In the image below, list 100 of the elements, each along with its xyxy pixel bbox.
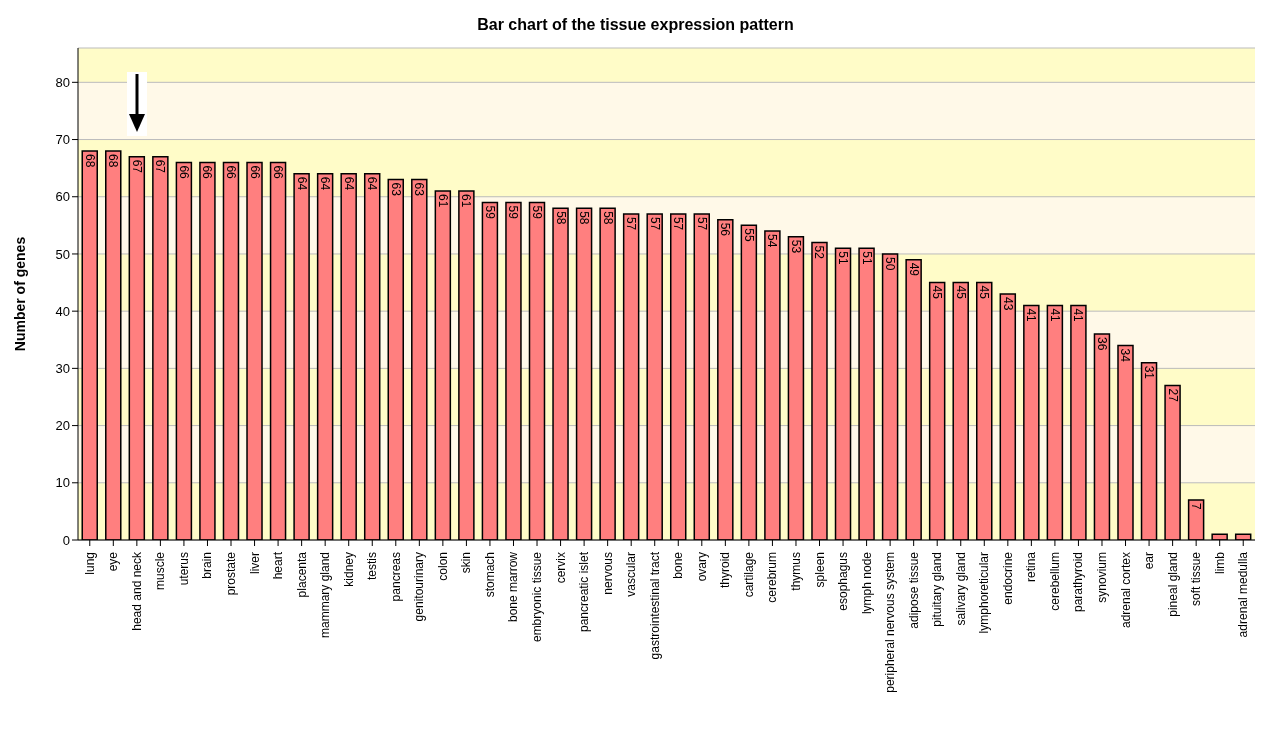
x-tick-label: eye: [106, 551, 121, 572]
data-label: 66: [247, 165, 262, 180]
data-label: 58: [577, 211, 592, 225]
x-tick-label: cerebrum: [765, 552, 780, 603]
data-label: 41: [1024, 308, 1039, 323]
x-tick-label: soft tissue: [1189, 551, 1204, 607]
data-label: 45: [953, 285, 968, 300]
y-tick-label: 70: [55, 132, 70, 148]
x-tick-label: retina: [1024, 551, 1039, 583]
x-tick-label: genitourinary: [412, 552, 427, 622]
data-label: 61: [459, 194, 474, 208]
data-label: 68: [106, 153, 121, 168]
data-label: 54: [765, 234, 780, 248]
data-label: 63: [412, 182, 427, 197]
data-label: 59: [506, 205, 521, 220]
x-tick-label: peripheral nervous system: [883, 552, 898, 693]
data-label: 51: [836, 251, 851, 265]
y-tick-label: 0: [62, 532, 70, 548]
x-tick-label: pancreatic islet: [577, 551, 592, 633]
x-tick-label: adrenal cortex: [1118, 552, 1133, 629]
x-tick-label: pancreas: [388, 552, 403, 602]
data-label: 66: [223, 165, 238, 180]
data-label: 49: [906, 262, 921, 277]
x-tick-label: salivary gland: [953, 552, 968, 626]
x-tick-label: bone marrow: [506, 551, 521, 623]
x-tick-label: limb: [1212, 551, 1227, 575]
x-tick-label: pituitary gland: [930, 552, 945, 627]
y-axis-title: Number of genes: [12, 236, 28, 352]
data-label: 68: [82, 153, 97, 168]
x-tick-label: thymus: [788, 552, 803, 591]
data-label: 67: [129, 159, 144, 174]
y-tick-label: 10: [55, 475, 70, 491]
data-label: 66: [176, 165, 191, 180]
data-label: 57: [647, 216, 662, 231]
data-label: 41: [1047, 308, 1062, 323]
x-tick-label: stomach: [482, 552, 497, 598]
data-label: 50: [883, 256, 898, 271]
x-tick-label: lung: [82, 552, 97, 575]
x-tick-label: nervous: [600, 552, 615, 595]
x-tick-label: pineal gland: [1165, 552, 1180, 617]
data-label: 36: [1094, 337, 1109, 351]
y-tick-label: 50: [55, 246, 70, 262]
data-label: 64: [318, 176, 333, 191]
y-tick-label: 40: [55, 303, 70, 319]
data-label: 53: [788, 239, 803, 254]
x-tick-label: adrenal medulla: [1236, 551, 1251, 638]
data-label: 43: [1000, 297, 1015, 311]
x-tick-label: parathyroid: [1071, 552, 1086, 613]
data-label: 58: [600, 211, 615, 225]
data-label: 64: [294, 176, 309, 191]
x-tick-label: head and neck: [129, 551, 144, 631]
x-tick-label: thyroid: [718, 552, 733, 589]
data-label: 31: [1142, 365, 1157, 380]
data-label: 41: [1071, 308, 1086, 323]
x-tick-label: ear: [1142, 552, 1157, 570]
x-tick-label: adipose tissue: [906, 551, 921, 629]
data-label: 64: [341, 176, 356, 191]
y-tick-label: 20: [55, 418, 70, 434]
x-tick-label: vascular: [624, 552, 639, 597]
x-tick-label: colon: [435, 552, 450, 581]
data-label: 59: [530, 205, 544, 220]
data-label: 45: [930, 285, 945, 300]
data-label: 67: [153, 159, 168, 174]
data-label: 56: [718, 222, 733, 237]
x-tick-label: esophagus: [836, 552, 851, 611]
data-label: 27: [1165, 388, 1180, 403]
data-label: 51: [859, 251, 874, 265]
x-tick-label: endocrine: [1000, 551, 1015, 605]
data-label: 59: [482, 205, 497, 220]
data-label: 52: [812, 245, 827, 260]
x-tick-label: muscle: [153, 551, 168, 591]
data-label: 7: [1189, 502, 1204, 510]
y-tick-label: 80: [55, 74, 70, 90]
data-label: 57: [694, 216, 709, 231]
x-tick-label: cartilage: [741, 551, 756, 598]
x-tick-label: liver: [247, 552, 262, 575]
x-tick-label: heart: [271, 551, 286, 580]
x-tick-label: kidney: [341, 552, 356, 587]
data-label: 57: [671, 216, 686, 231]
x-tick-label: mammary gland: [318, 552, 333, 639]
x-tick-label: lymphoreticular: [977, 552, 992, 634]
x-tick-label: bone: [671, 551, 686, 579]
x-tick-label: skin: [459, 552, 474, 574]
y-tick-label: 60: [55, 189, 70, 205]
x-tick-label: placenta: [294, 551, 309, 598]
x-tick-label: embryonic tissue: [530, 551, 545, 643]
x-tick-label: prostate: [224, 551, 239, 596]
y-tick-label: 30: [55, 360, 70, 376]
data-label: 61: [435, 194, 450, 208]
x-tick-label: synovium: [1094, 552, 1109, 603]
x-tick-label: cerebellum: [1047, 552, 1062, 611]
x-tick-label: lymph node: [859, 551, 874, 615]
data-label: 63: [388, 182, 403, 197]
x-tick-label: spleen: [812, 552, 827, 588]
chart-title: Bar chart of the tissue expression pattern: [476, 16, 795, 34]
x-tick-label: gastrointestinal tract: [647, 551, 662, 660]
data-label: 55: [741, 228, 756, 243]
data-label: 58: [553, 211, 568, 225]
data-label: 34: [1118, 348, 1133, 363]
x-tick-label: brain: [200, 552, 215, 579]
